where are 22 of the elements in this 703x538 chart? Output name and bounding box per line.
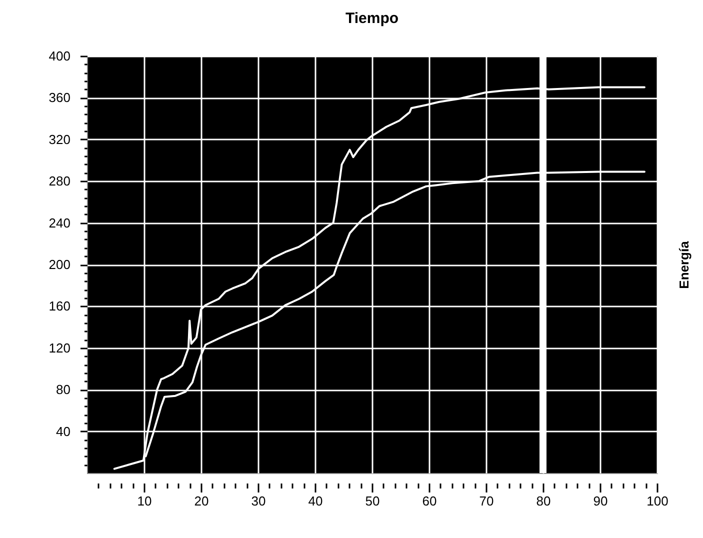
x-tick-label: 100 — [646, 494, 668, 508]
y-tick-label: 240 — [48, 215, 70, 230]
y-tick-label: 320 — [48, 132, 70, 147]
x-tick-label: 30 — [251, 494, 266, 508]
x-tick-label: 90 — [593, 494, 608, 508]
y-tick-label: 40 — [56, 424, 70, 439]
y-tick-label: 360 — [48, 90, 70, 106]
x-tick-label: 10 — [137, 494, 152, 508]
y-tick-label: 160 — [48, 298, 70, 314]
x-tick-label: 80 — [536, 494, 551, 508]
x-tick-label: 40 — [308, 494, 323, 508]
y-tick-label: 280 — [48, 174, 70, 189]
x-tick-label: 60 — [422, 494, 437, 508]
chart-title: Tiempo — [345, 10, 399, 27]
y-tick-label: 80 — [56, 382, 70, 398]
y-tick-label: 200 — [48, 257, 70, 272]
x-tick-label: 20 — [194, 494, 209, 508]
y-axis-title: Energía — [676, 240, 692, 289]
y-tick-label: 120 — [48, 340, 70, 356]
x-tick-label: 70 — [479, 494, 494, 508]
x-tick-label: 50 — [365, 494, 380, 508]
y-tick-label: 400 — [48, 48, 70, 64]
